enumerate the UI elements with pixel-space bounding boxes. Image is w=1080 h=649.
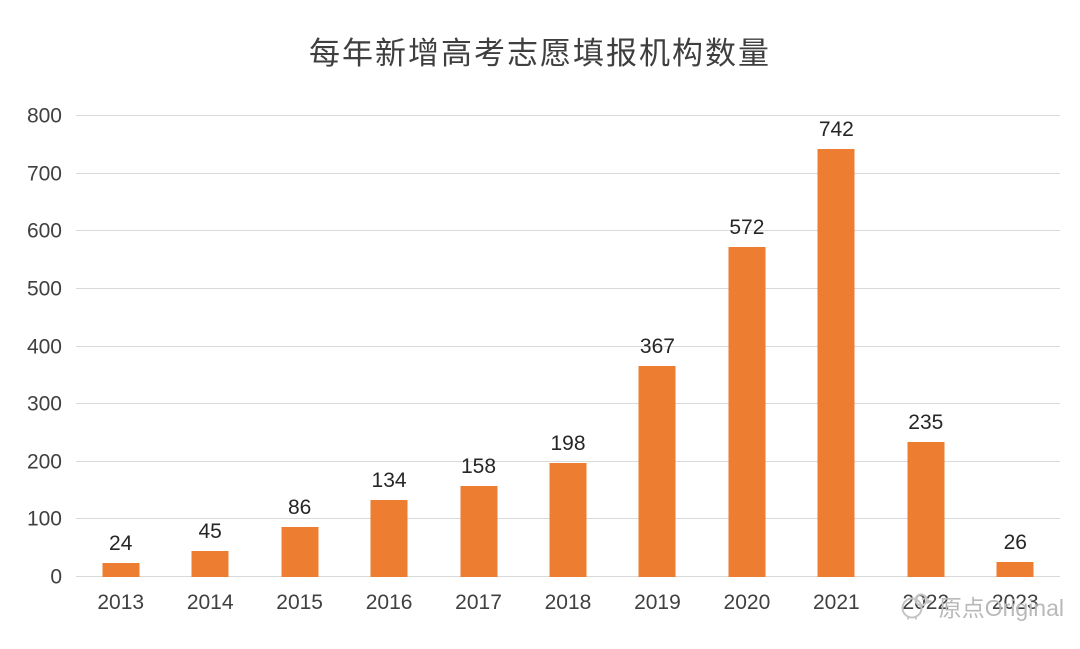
- plot-area: 0 100 200 300 400 500 600 700 800 24 2013 45 2014 86 2…: [27, 106, 1060, 614]
- bar-2017: [460, 485, 498, 577]
- bar-2022: [907, 441, 945, 577]
- x-axis-label-2022: 2022: [902, 591, 950, 614]
- y-axis-label-500: 500: [26, 277, 62, 301]
- value-label-2016: 134: [371, 468, 407, 492]
- y-axis-label-800: 800: [26, 104, 62, 128]
- gridline-300: [76, 403, 1060, 405]
- bar-2015: [281, 527, 319, 577]
- y-axis-label-400: 400: [26, 335, 62, 358]
- bar-2013: [102, 563, 140, 577]
- gridline-400: [76, 345, 1060, 347]
- x-axis-label-2020: 2020: [723, 591, 771, 614]
- x-axis-label-2019: 2019: [634, 591, 681, 614]
- x-axis-label-2013: 2013: [97, 591, 145, 614]
- bar-2021: [817, 149, 855, 577]
- value-label-2015: 86: [287, 496, 312, 520]
- gridline-200: [76, 460, 1060, 462]
- bar-column-2020: 572 2020: [702, 116, 791, 614]
- x-axis-label-2018: 2018: [544, 591, 592, 614]
- bar-column-2017: 158 2017: [434, 116, 523, 614]
- x-axis-label-2021: 2021: [812, 591, 860, 614]
- y-axis-label-700: 700: [26, 162, 62, 186]
- y-axis-label-100: 100: [26, 507, 62, 531]
- bar-2018: [549, 462, 587, 577]
- x-axis-label-2014: 2014: [186, 591, 234, 614]
- bar-column-2023: 26 2023: [971, 116, 1060, 614]
- bar-column-2013: 24 2013: [76, 116, 165, 614]
- value-label-2018: 198: [550, 431, 586, 455]
- bar-column-2021: 742 2021: [792, 116, 881, 614]
- value-label-2023: 26: [1003, 531, 1027, 555]
- gridline-800: [76, 115, 1060, 116]
- chart-title: 每年新增高考志愿填报机构数量: [309, 36, 771, 71]
- x-axis-label-2016: 2016: [365, 591, 413, 614]
- bar-2014: [191, 551, 229, 577]
- value-label-2020: 572: [729, 216, 765, 240]
- bar-2020: [728, 247, 766, 577]
- bar-column-2019: 367 2019: [613, 116, 702, 614]
- bar-2023: [996, 562, 1034, 577]
- bar-column-2022: 235 2022: [881, 116, 970, 614]
- bar-column-2016: 134 2016: [344, 116, 433, 614]
- bar-2016: [370, 499, 408, 577]
- x-axis-label-2023: 2023: [991, 591, 1039, 614]
- y-axis-label-600: 600: [26, 219, 62, 243]
- value-label-2019: 367: [639, 334, 675, 358]
- bar-column-2018: 198 2018: [523, 116, 612, 614]
- gridline-600: [76, 230, 1060, 232]
- value-label-2013: 24: [109, 532, 133, 556]
- bar-column-2015: 86 2015: [255, 116, 344, 614]
- value-label-2014: 45: [198, 520, 222, 544]
- bar-column-2014: 45 2014: [165, 116, 254, 614]
- x-axis-label-2015: 2015: [276, 591, 323, 614]
- x-axis-label-2017: 2017: [455, 591, 502, 614]
- gridline-500: [76, 287, 1060, 289]
- gridline-700: [76, 172, 1060, 174]
- value-label-2021: 742: [818, 118, 854, 142]
- y-axis-label-200: 200: [26, 450, 62, 474]
- bar-2019: [638, 365, 676, 577]
- y-axis-label-0: 0: [50, 565, 62, 589]
- value-label-2017: 158: [461, 454, 497, 478]
- value-label-2022: 235: [908, 410, 944, 434]
- y-axis-label-300: 300: [26, 392, 62, 416]
